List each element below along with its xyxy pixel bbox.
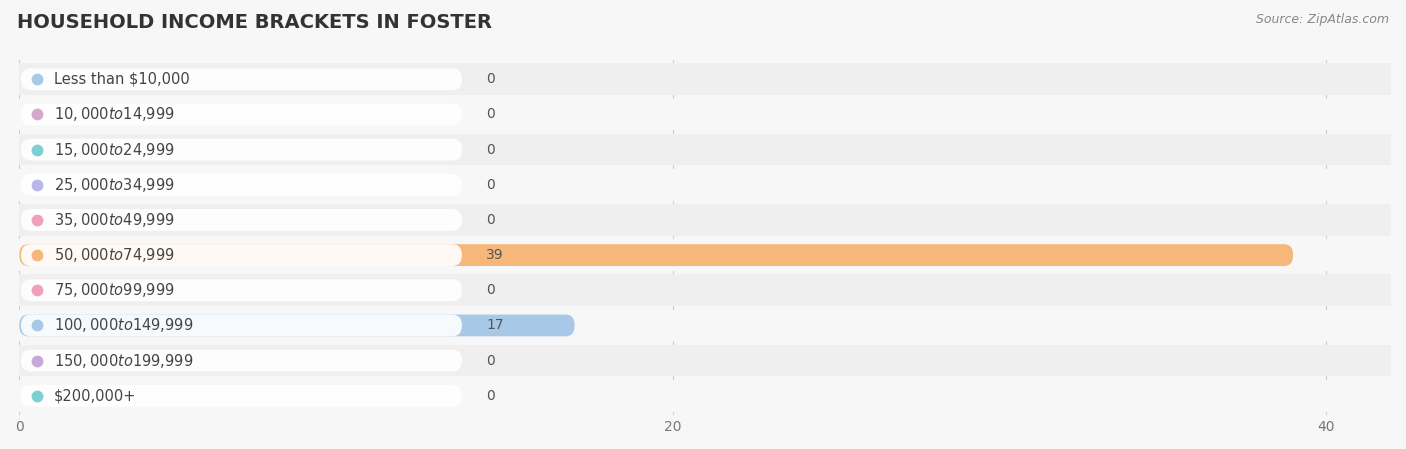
Text: $35,000 to $49,999: $35,000 to $49,999 (53, 211, 174, 229)
FancyBboxPatch shape (21, 385, 463, 407)
Bar (20, 345, 1391, 376)
Bar (20, 134, 1391, 165)
Bar (20, 99, 1391, 130)
Text: 39: 39 (486, 248, 503, 262)
FancyBboxPatch shape (21, 244, 463, 266)
Text: 0: 0 (486, 389, 495, 403)
Text: $25,000 to $34,999: $25,000 to $34,999 (53, 176, 174, 194)
Bar (20, 244, 1294, 266)
Bar (20, 169, 1391, 201)
Text: $75,000 to $99,999: $75,000 to $99,999 (53, 281, 174, 299)
Text: 0: 0 (486, 107, 495, 121)
FancyBboxPatch shape (21, 279, 463, 301)
Bar (20, 239, 1391, 271)
Bar (20, 204, 1391, 236)
Text: $100,000 to $149,999: $100,000 to $149,999 (53, 317, 193, 335)
Text: $200,000+: $200,000+ (53, 388, 136, 403)
Text: 0: 0 (486, 213, 495, 227)
FancyBboxPatch shape (21, 104, 463, 125)
FancyBboxPatch shape (21, 209, 463, 231)
FancyBboxPatch shape (21, 139, 463, 160)
Bar (20, 380, 1391, 412)
Text: Less than $10,000: Less than $10,000 (53, 72, 190, 87)
Bar (20, 315, 575, 336)
Text: $10,000 to $14,999: $10,000 to $14,999 (53, 106, 174, 123)
FancyBboxPatch shape (21, 68, 463, 90)
Text: $50,000 to $74,999: $50,000 to $74,999 (53, 246, 174, 264)
Bar (20, 274, 1391, 306)
Text: 0: 0 (486, 178, 495, 192)
Bar (20, 310, 1391, 341)
Text: 0: 0 (486, 354, 495, 368)
FancyBboxPatch shape (21, 350, 463, 371)
Text: $15,000 to $24,999: $15,000 to $24,999 (53, 141, 174, 158)
FancyBboxPatch shape (20, 315, 575, 336)
Text: 0: 0 (486, 72, 495, 86)
Text: 17: 17 (486, 318, 503, 332)
Text: $150,000 to $199,999: $150,000 to $199,999 (53, 352, 193, 370)
Bar (20, 63, 1391, 95)
FancyBboxPatch shape (20, 244, 1294, 266)
Text: 0: 0 (486, 283, 495, 297)
Text: Source: ZipAtlas.com: Source: ZipAtlas.com (1256, 13, 1389, 26)
FancyBboxPatch shape (21, 315, 463, 336)
Text: HOUSEHOLD INCOME BRACKETS IN FOSTER: HOUSEHOLD INCOME BRACKETS IN FOSTER (17, 13, 492, 32)
FancyBboxPatch shape (21, 174, 463, 196)
Text: 0: 0 (486, 143, 495, 157)
